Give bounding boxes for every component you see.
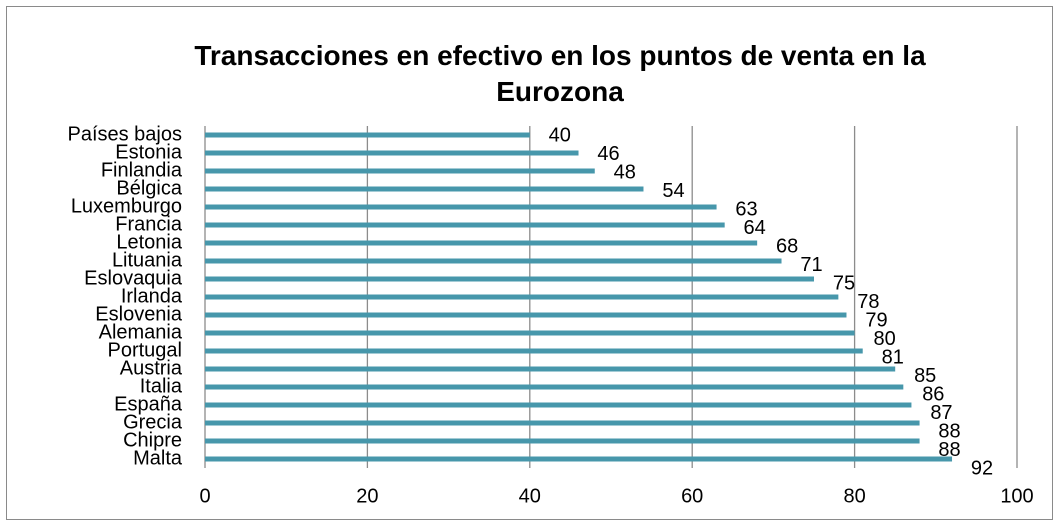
data-label: 80: [873, 328, 895, 350]
y-tick-label: Países bajos: [67, 123, 182, 145]
data-label: 88: [938, 420, 960, 442]
bar: [205, 222, 725, 228]
data-label: 75: [833, 272, 855, 294]
bar: [205, 330, 855, 336]
data-label: 85: [914, 365, 936, 387]
y-tick-label: Estonia: [115, 141, 183, 163]
bar: [205, 204, 717, 210]
y-tick-label: Portugal: [108, 339, 183, 361]
y-tick-label: Eslovaquia: [84, 267, 183, 289]
x-tick-label: 20: [356, 485, 378, 507]
bar: [205, 150, 579, 156]
data-label: 68: [776, 235, 798, 257]
bar: [205, 420, 920, 426]
bar: [205, 240, 758, 246]
bar: [205, 456, 953, 462]
x-tick-label: 60: [681, 485, 703, 507]
bar: [205, 258, 782, 264]
y-tick-label: Alemania: [99, 321, 183, 343]
data-label: 48: [614, 161, 636, 183]
y-tick-label: Bélgica: [116, 177, 182, 199]
bar: [205, 348, 863, 354]
bar: [205, 402, 912, 408]
y-tick-label: Lituania: [112, 249, 183, 271]
y-tick-label: Francia: [115, 213, 183, 235]
y-tick-label: Eslovenia: [95, 303, 183, 325]
data-label: 87: [930, 402, 952, 424]
bar: [205, 186, 644, 192]
data-label: 78: [857, 291, 879, 313]
data-label: 40: [549, 124, 571, 146]
x-tick-label: 100: [1000, 485, 1033, 507]
data-label: 86: [922, 383, 944, 405]
chart-frame: [6, 6, 1053, 520]
y-tick-label: Irlanda: [121, 285, 183, 307]
data-label: 81: [882, 346, 904, 368]
y-tick-label: Finlandia: [101, 159, 183, 181]
bar: [205, 438, 920, 444]
x-tick-label: 0: [199, 485, 210, 507]
y-tick-label: Austria: [120, 357, 183, 379]
bar: [205, 132, 530, 138]
y-tick-label: Italia: [140, 375, 183, 397]
y-tick-label: Letonia: [116, 231, 182, 253]
bar: [205, 312, 847, 318]
y-tick-label: Chipre: [123, 429, 182, 451]
y-tick-label: Grecia: [123, 411, 183, 433]
y-tick-label: Malta: [133, 447, 183, 469]
y-tick-label: Luxemburgo: [71, 195, 182, 217]
x-tick-label: 40: [519, 485, 541, 507]
data-label: 63: [735, 198, 757, 220]
data-label: 46: [597, 143, 619, 165]
bar: [205, 168, 595, 174]
chart-title: Transacciones en efectivo en los puntos …: [194, 40, 926, 107]
y-tick-label: España: [114, 393, 183, 415]
data-label: 79: [865, 309, 887, 331]
bar: [205, 294, 839, 300]
data-label: 88: [938, 439, 960, 461]
bar: [205, 384, 904, 390]
data-label: 64: [744, 217, 766, 239]
bar: [205, 276, 814, 282]
data-label: 71: [800, 254, 822, 276]
bar: [205, 366, 896, 372]
data-label: 92: [971, 457, 993, 479]
x-tick-label: 80: [843, 485, 865, 507]
data-label: 54: [662, 180, 684, 202]
